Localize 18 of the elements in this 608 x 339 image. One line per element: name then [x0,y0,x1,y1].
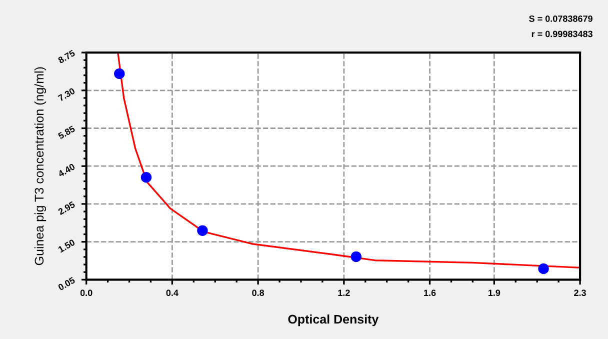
y-tick-label: 2.95 [58,201,76,216]
y-tick-label: 7.30 [58,88,76,102]
x-tick-label: 1.2 [338,290,350,296]
y-tick-label: 5.85 [58,125,76,140]
x-axis-title: Optical Density [288,314,379,326]
x-tick-label: 0.4 [166,290,178,296]
y-tick-label: 0.05 [58,276,76,291]
y-tick-label: 4.40 [57,163,76,178]
x-tick-label: 0.0 [80,290,92,296]
x-tick-label: 2.3 [574,290,586,296]
y-tick-label: 8.75 [58,50,76,64]
text: r = 0.99983483 [532,30,592,38]
y-axis-title: Guinea pig T3 concentration (ng/ml) [34,67,46,266]
x-tick-label: 0.8 [252,290,264,296]
x-tick-label: 1.6 [424,290,436,296]
x-tick-label: 1.9 [488,290,500,296]
y-tick-label: 1.50 [58,238,76,253]
text: S = 0.07838679 [529,15,592,22]
